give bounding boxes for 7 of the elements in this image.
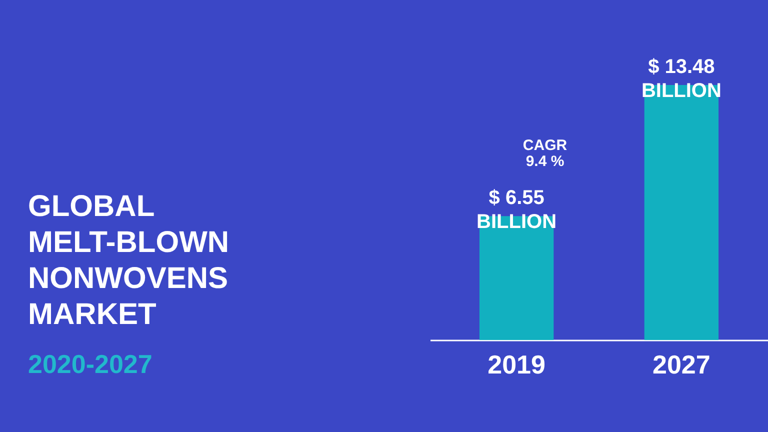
x-tick-label: 2027 [652, 350, 710, 380]
text: 2020-2027 [28, 349, 152, 379]
text: GLOBAL MELT-BLOWN NONWOVENS MARKET [28, 190, 230, 331]
data-label: $ 6.55 BILLION [476, 187, 557, 234]
x-tick-label: 2019 [488, 350, 546, 380]
annotation: CAGR 9.4 % [522, 137, 568, 170]
data-label: $ 13.48 BILLION [641, 56, 722, 102]
